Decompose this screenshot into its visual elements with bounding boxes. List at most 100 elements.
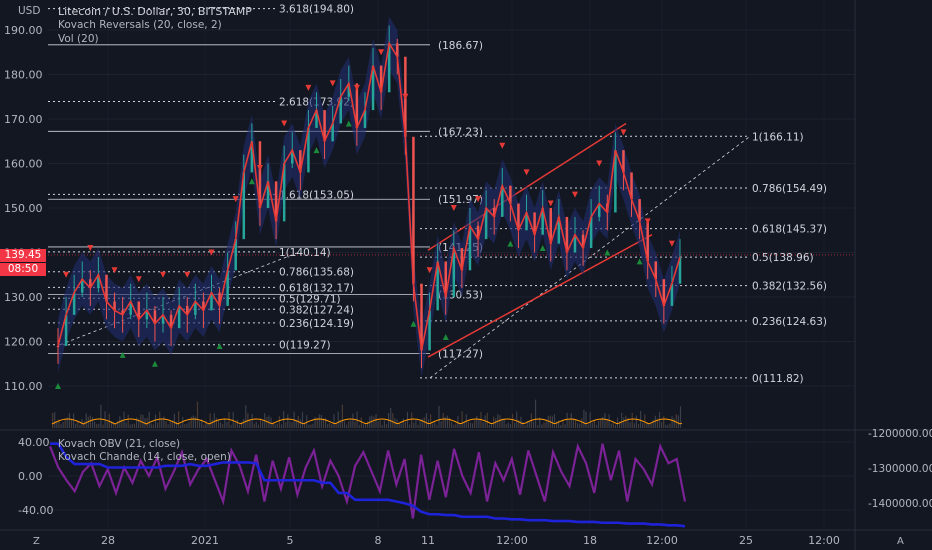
volume-bar: [125, 422, 127, 428]
volume-bar: [404, 421, 406, 428]
volume-bar: [339, 419, 341, 428]
candle-body: [444, 261, 447, 297]
indicator-kovach-obv[interactable]: Kovach OBV (21, close): [58, 438, 181, 450]
auto-scale-button[interactable]: A: [897, 536, 904, 547]
level-label: (167.23): [438, 126, 483, 138]
volume-bar: [448, 417, 451, 428]
volume-bar: [232, 412, 234, 428]
volume-bar: [217, 419, 220, 428]
volume-bar: [560, 424, 562, 428]
volume-bar: [253, 423, 255, 428]
level-label: (186.67): [438, 40, 483, 52]
volume-bar: [173, 413, 175, 428]
volume-bar: [272, 421, 274, 428]
channel-lower-line: [427, 234, 653, 358]
volume-bar: [442, 413, 444, 428]
reversal-down-marker: [378, 49, 385, 56]
candle-body: [291, 150, 294, 164]
candle-body: [622, 150, 625, 173]
candle-body: [428, 310, 431, 351]
volume-bar: [169, 421, 171, 428]
fib-left-label: 3.618(194.80): [279, 4, 354, 16]
volume-bar: [335, 422, 337, 428]
candle-body: [355, 83, 359, 128]
volume-bar: [472, 423, 474, 428]
volume-bar: [285, 422, 287, 428]
x-tick-label: 5: [287, 534, 294, 547]
candle-body: [282, 163, 286, 222]
candle-body: [210, 292, 213, 311]
volume-bar: [245, 405, 247, 428]
volume-bar: [299, 419, 301, 428]
volume-bar: [556, 421, 558, 428]
reversal-up-marker: [604, 249, 611, 256]
volume-bar: [398, 422, 400, 428]
volume-bar: [268, 415, 270, 428]
y-tick-label: 150.00: [4, 202, 43, 215]
volume-bar: [625, 415, 627, 428]
volume-bar: [188, 421, 190, 428]
fib-right-label: 0.786(154.49): [752, 183, 827, 195]
candle-body: [80, 279, 84, 293]
volume-bar: [446, 415, 448, 428]
indicator-volume[interactable]: Vol (20): [58, 33, 99, 45]
candle-body: [412, 136, 415, 284]
volume-bar: [673, 418, 675, 428]
volume-bar: [301, 411, 304, 428]
volume-bar: [671, 416, 673, 428]
zoom-reset-button[interactable]: Z: [33, 536, 40, 547]
y-tick-label: 170.00: [4, 113, 43, 126]
candle-body: [420, 283, 423, 351]
volume-bar: [667, 424, 669, 428]
volume-bar: [476, 415, 478, 428]
candle-body: [56, 345, 60, 347]
volume-bar: [430, 414, 432, 428]
volume-bar: [312, 423, 314, 428]
volume-bar: [581, 418, 583, 428]
volume-bar: [211, 419, 213, 428]
volume-bar: [224, 418, 226, 428]
indicator-kovach-chande[interactable]: Kovach Chande (14, close, open): [58, 451, 231, 463]
indicator-kovach-reversals[interactable]: Kovach Reversals (20, close, 2): [58, 19, 222, 31]
candle-body: [670, 283, 674, 306]
reversal-down-marker: [329, 80, 336, 87]
volume-bar: [257, 424, 259, 428]
candle-body: [492, 208, 496, 217]
volume-bar: [417, 424, 419, 428]
symbol-title[interactable]: Litecoin / U.S. Dollar, 30, BITSTAMP: [58, 5, 252, 18]
volume-bar: [194, 416, 196, 428]
countdown-badge: 08:50: [0, 263, 46, 276]
candle-body: [153, 310, 157, 324]
volume-bar: [547, 416, 549, 428]
volume-bar: [642, 422, 644, 428]
candle-body: [597, 203, 601, 217]
reversal-up-marker: [119, 351, 126, 358]
x-tick-label: 11: [421, 534, 435, 547]
fib-right-label: 1(166.11): [752, 131, 804, 143]
volume-bar: [400, 423, 402, 428]
candle-body: [121, 310, 124, 315]
fib-left-label: 1.618(153.05): [279, 189, 354, 201]
candle-body: [396, 43, 399, 57]
volume-bar: [157, 422, 159, 428]
fib-left-label: 0.5(129.71): [279, 293, 341, 305]
reversal-down-marker: [475, 196, 482, 203]
volume-bar: [495, 418, 497, 428]
fib-right-label: 0.618(145.37): [752, 224, 827, 236]
obv-line: [50, 442, 686, 528]
volume-bar: [522, 421, 524, 428]
price-line: [57, 41, 681, 351]
volume-bar: [490, 423, 493, 428]
volume-bar: [352, 413, 354, 428]
volume-bar: [148, 411, 150, 428]
fib-right-label: 0.382(132.56): [752, 281, 827, 293]
volume-bar: [640, 411, 642, 428]
volume-bar: [112, 421, 115, 428]
volume-bar: [192, 415, 194, 428]
volume-bar: [89, 415, 91, 428]
volume-bar: [379, 419, 381, 428]
fib-left-label: 0.236(124.19): [279, 318, 354, 330]
volume-bar: [152, 424, 154, 428]
reversal-down-marker: [450, 205, 457, 211]
